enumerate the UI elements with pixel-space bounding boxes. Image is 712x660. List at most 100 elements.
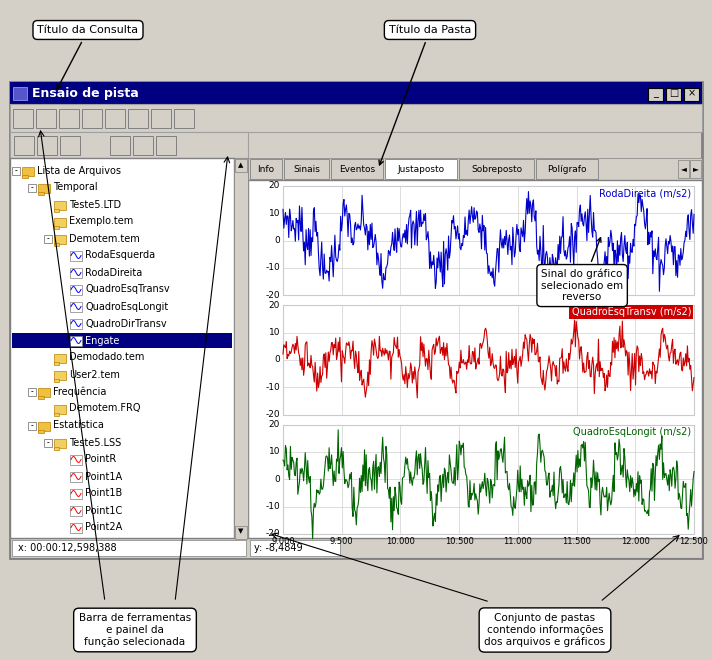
Text: 9.500: 9.500 [330, 537, 354, 546]
FancyBboxPatch shape [54, 218, 66, 226]
Bar [459, 159, 534, 179]
FancyBboxPatch shape [54, 201, 66, 209]
Text: 11.500: 11.500 [562, 537, 591, 546]
Text: Frequência: Frequência [53, 386, 106, 397]
Bar [70, 488, 82, 498]
Text: Título da Consulta: Título da Consulta [38, 25, 139, 89]
Text: -10: -10 [266, 263, 280, 273]
FancyBboxPatch shape [54, 226, 59, 228]
FancyBboxPatch shape [54, 378, 59, 381]
Text: 0: 0 [274, 475, 280, 484]
Bar [283, 424, 694, 534]
Bar [684, 88, 699, 101]
Text: 9.000: 9.000 [271, 537, 295, 546]
Bar [28, 422, 36, 430]
Text: -20: -20 [266, 410, 280, 419]
Bar [37, 136, 57, 155]
Text: Ensaio de pista: Ensaio de pista [32, 86, 139, 100]
FancyBboxPatch shape [54, 438, 66, 447]
Text: 20: 20 [268, 182, 280, 191]
Text: Lista de Arquivos: Lista de Arquivos [37, 166, 121, 176]
Text: Eventos: Eventos [339, 164, 375, 174]
Text: Point2A: Point2A [85, 523, 122, 533]
Bar [70, 455, 82, 465]
Text: -20: -20 [266, 291, 280, 300]
Bar [82, 109, 102, 128]
Bar [678, 160, 689, 178]
Text: 0: 0 [274, 236, 280, 245]
Text: x: 00:00:12,598,388: x: 00:00:12,598,388 [18, 543, 117, 553]
Text: Point1C: Point1C [85, 506, 122, 515]
Text: y: -8,4849: y: -8,4849 [254, 543, 303, 553]
Bar [10, 158, 234, 538]
Text: ▲: ▲ [239, 162, 244, 168]
Text: Barra de ferramentas
e painel da
função selecionada: Barra de ferramentas e painel da função … [79, 613, 191, 647]
Text: ×: × [688, 88, 696, 98]
Text: 10.500: 10.500 [445, 537, 473, 546]
Bar [156, 136, 176, 155]
Bar [666, 88, 681, 101]
Text: 12.500: 12.500 [679, 537, 708, 546]
Text: Demodado.tem: Demodado.tem [69, 352, 145, 362]
FancyBboxPatch shape [54, 354, 66, 362]
Bar [28, 387, 36, 395]
Text: RodaEsquerda: RodaEsquerda [85, 251, 155, 261]
Bar [10, 538, 702, 558]
FancyBboxPatch shape [38, 395, 44, 399]
Text: Título da Pasta: Título da Pasta [379, 25, 471, 165]
Bar [234, 158, 248, 538]
Bar [10, 82, 702, 558]
Bar [284, 159, 329, 179]
Text: 10: 10 [268, 328, 280, 337]
Text: -: - [46, 438, 49, 447]
Bar [70, 506, 82, 515]
Bar [536, 159, 598, 179]
Bar [250, 159, 282, 179]
Bar [36, 109, 56, 128]
Bar [385, 159, 457, 179]
Text: Sinal do gráfico
selecionado em
reverso: Sinal do gráfico selecionado em reverso [541, 238, 623, 302]
Text: -: - [31, 387, 33, 396]
Text: ◄: ◄ [681, 164, 686, 174]
Bar [28, 183, 36, 191]
Text: ►: ► [693, 164, 698, 174]
Bar [70, 251, 82, 261]
Text: □: □ [669, 88, 678, 98]
Text: Estatística: Estatística [53, 420, 104, 430]
Bar [44, 438, 52, 447]
Bar [283, 186, 694, 295]
Bar [60, 136, 80, 155]
FancyBboxPatch shape [22, 166, 34, 176]
Bar [174, 109, 194, 128]
Text: Polígrafo: Polígrafo [548, 164, 587, 174]
Text: Teste5.LSS: Teste5.LSS [69, 438, 121, 447]
Bar [13, 87, 27, 100]
FancyBboxPatch shape [22, 174, 28, 178]
Bar [70, 523, 82, 533]
Text: Sinais: Sinais [293, 164, 320, 174]
Text: 20: 20 [268, 301, 280, 310]
Bar [10, 82, 702, 104]
Text: QuadroEsqTransv (m/s2): QuadroEsqTransv (m/s2) [572, 308, 691, 317]
Text: -: - [31, 421, 33, 430]
Text: Demotem.tem: Demotem.tem [69, 234, 140, 244]
Text: Point1A: Point1A [85, 471, 122, 482]
FancyBboxPatch shape [38, 387, 50, 397]
Text: QuadroDirTransv: QuadroDirTransv [85, 319, 167, 329]
Bar [10, 132, 248, 158]
Bar [14, 136, 34, 155]
Text: Temporal: Temporal [53, 183, 98, 193]
Bar [248, 158, 702, 180]
Text: PointR: PointR [85, 455, 116, 465]
Text: -: - [15, 166, 17, 175]
Text: Sobreposto: Sobreposto [471, 164, 522, 174]
Bar [12, 540, 246, 556]
Bar [235, 159, 247, 172]
Bar [70, 284, 82, 294]
Bar [690, 160, 701, 178]
Text: Teste5.LTD: Teste5.LTD [69, 199, 121, 209]
Text: Demotem.FRQ: Demotem.FRQ [69, 403, 140, 414]
Bar [13, 109, 33, 128]
Text: _: _ [653, 88, 658, 98]
Bar [12, 333, 232, 348]
